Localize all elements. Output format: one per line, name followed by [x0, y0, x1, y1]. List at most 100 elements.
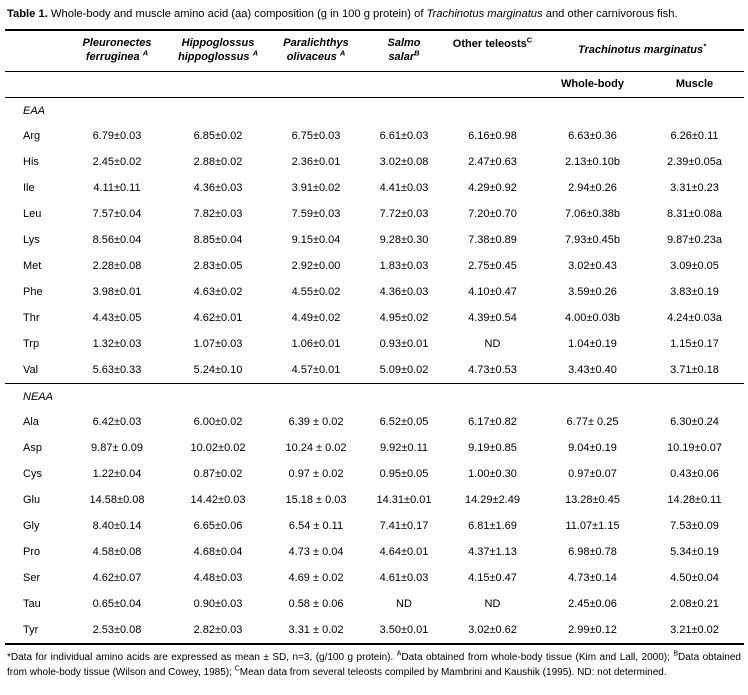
value-cell: 7.20±0.70	[468, 208, 517, 221]
reference-superscript: *	[703, 41, 707, 51]
value-cell: 11.07±1.15	[565, 520, 620, 533]
aa-row: Phe 3.98±0.01 4.63±0.02 4.55±0.02 4.36±0.03 4…	[5, 279, 744, 305]
value-cell: 1.22±0.04	[92, 468, 142, 481]
value-cell: 14.31±0.01	[376, 494, 432, 507]
value-cell: 2.94±0.26	[568, 182, 617, 195]
aa-row: Trp 1.32±0.03 1.07±0.03 1.06±0.01 0.93±0.01 N…	[5, 331, 744, 357]
value-cell: 0.65±0.04	[92, 598, 142, 611]
value-cell: 10.24 ± 0.02	[285, 442, 347, 455]
value-cell: 4.24±0.03a	[667, 312, 722, 325]
aa-row: Tau 0.65±0.04 0.90±0.03 0.58 ± 0.06 ND ND 2.45…	[5, 591, 744, 617]
value-cell: 4.29±0.92	[468, 182, 517, 195]
value-cell: 3.71±0.18	[670, 364, 719, 377]
aa-row: Ile 4.11±0.11 4.36±0.03 3.91±0.02 4.41±0.03 4…	[5, 175, 744, 201]
value-cell: 2.45±0.06	[568, 598, 617, 611]
value-cell: 4.55±0.02	[291, 286, 341, 299]
section-row: EAA	[5, 98, 744, 124]
value-cell: 6.54 ± 0.11	[288, 520, 344, 533]
value-cell: 3.31±0.23	[670, 182, 719, 195]
value-cell: 4.62±0.07	[92, 572, 142, 585]
value-cell: 7.38±0.89	[468, 234, 517, 247]
species-name-line2: ferruginea	[85, 51, 140, 64]
aa-label: Thr	[23, 312, 40, 325]
value-cell: 1.32±0.03	[92, 338, 142, 351]
aa-row: His 2.45±0.02 2.88±0.02 2.36±0.01 3.02±0.08 2…	[5, 149, 744, 175]
value-cell: 0.90±0.03	[193, 598, 243, 611]
value-cell: 6.81±1.69	[468, 520, 517, 533]
aa-label: Val	[23, 364, 39, 377]
value-cell: 13.28±0.45	[565, 494, 620, 507]
value-cell: 4.36±0.03	[193, 182, 243, 195]
footnote-superscript: C	[234, 665, 240, 673]
value-cell: 7.53±0.09	[670, 520, 719, 533]
aa-label: Ala	[23, 416, 39, 429]
value-cell: 4.58±0.08	[92, 546, 142, 559]
value-cell: 7.93±0.45b	[565, 234, 620, 247]
value-cell: 6.61±0.03	[379, 130, 429, 143]
col-header-empty	[5, 28, 67, 73]
reference-superscript: A	[252, 48, 258, 58]
value-cell: 1.04±0.19	[568, 338, 617, 351]
value-cell: 6.85±0.02	[193, 130, 243, 143]
value-cell: 3.50±0.01	[363, 617, 445, 646]
aa-row: Ala 6.42±0.03 6.00±0.02 6.39 ± 0.02 6.52±0.0…	[5, 409, 744, 435]
value-cell: 0.93±0.01	[379, 338, 429, 351]
value-cell: 4.36±0.03	[379, 286, 429, 299]
value-cell: 4.15±0.47	[468, 572, 517, 585]
value-cell: 15.18 ± 0.03	[285, 494, 347, 507]
aa-label: Phe	[23, 286, 43, 299]
value-cell: 2.53±0.08	[67, 617, 167, 646]
value-cell: 9.87±0.23a	[667, 234, 722, 247]
species-name-line2: hippoglossus	[178, 51, 250, 64]
value-cell: 4.00±0.03b	[565, 312, 620, 325]
value-cell: 3.59±0.26	[568, 286, 617, 299]
value-cell: 3.02±0.43	[568, 260, 617, 273]
value-cell: 5.09±0.02	[379, 364, 429, 377]
value-cell: 6.75±0.03	[291, 130, 341, 143]
value-cell: 6.63±0.36	[568, 130, 617, 143]
species-name-line1: Hippoglossus	[181, 36, 255, 49]
value-cell: 3.31 ± 0.02	[269, 617, 363, 646]
value-cell: 6.16±0.98	[468, 130, 517, 143]
value-cell: 4.11±0.11	[93, 182, 141, 195]
footnote-text: Mean data from several teleosts compiled…	[239, 666, 667, 678]
value-cell: 2.45±0.02	[92, 156, 142, 169]
footnote-text: *Data for individual amino acids are exp…	[7, 652, 397, 664]
value-cell: 2.28±0.08	[92, 260, 142, 273]
col-header-salmo: Salmo salarB	[363, 28, 445, 73]
value-cell: 4.48±0.03	[193, 572, 243, 585]
value-cell: 4.73±0.53	[468, 364, 517, 377]
value-cell: 3.21±0.02	[645, 617, 744, 646]
value-cell: 3.02±0.08	[379, 156, 429, 169]
aa-row: Ser 4.62±0.07 4.48±0.03 4.69 ± 0.02 4.61±0.0…	[5, 565, 744, 591]
value-cell: 8.40±0.14	[92, 520, 142, 533]
section-label: NEAA	[5, 383, 744, 410]
value-cell: 9.92±0.11	[379, 442, 429, 455]
value-cell: 10.19±0.07	[667, 442, 722, 455]
col-header-trachinotus: Trachinotus marginatus*	[540, 28, 744, 73]
value-cell: 4.37±1.13	[468, 546, 517, 559]
table-title-label: Table 1.	[7, 8, 48, 20]
subheader-whole-body: Whole-body	[540, 71, 645, 99]
reference-superscript: C	[526, 34, 533, 44]
table-body: EAA Arg 6.79±0.03 6.85±0.02 6.75±0.03 6.61±0.…	[5, 98, 744, 646]
value-cell: 1.15±0.17	[670, 338, 719, 351]
col-header-pleuronectes: Pleuronectes ferruginea A	[67, 28, 167, 73]
value-cell: 6.30±0.24	[670, 416, 719, 429]
value-cell: 5.34±0.19	[670, 546, 719, 559]
value-cell: ND	[484, 598, 501, 611]
value-cell: 2.47±0.63	[468, 156, 517, 169]
value-cell: 0.97±0.07	[568, 468, 617, 481]
species-name: Trachinotus marginatus	[577, 43, 704, 56]
value-cell: 7.82±0.03	[193, 208, 243, 221]
value-cell: 2.88±0.02	[193, 156, 243, 169]
value-cell: 4.95±0.02	[379, 312, 429, 325]
value-cell: 2.13±0.10b	[565, 156, 620, 169]
footnote-superscript: A	[396, 650, 402, 658]
column-label: Other teleosts	[452, 37, 527, 50]
value-cell: 6.65±0.06	[193, 520, 243, 533]
species-name-line1: Pleuronectes	[82, 36, 152, 49]
reference-superscript: A	[339, 48, 346, 58]
value-cell: 10.02±0.02	[190, 442, 246, 455]
aa-label: His	[23, 156, 39, 169]
